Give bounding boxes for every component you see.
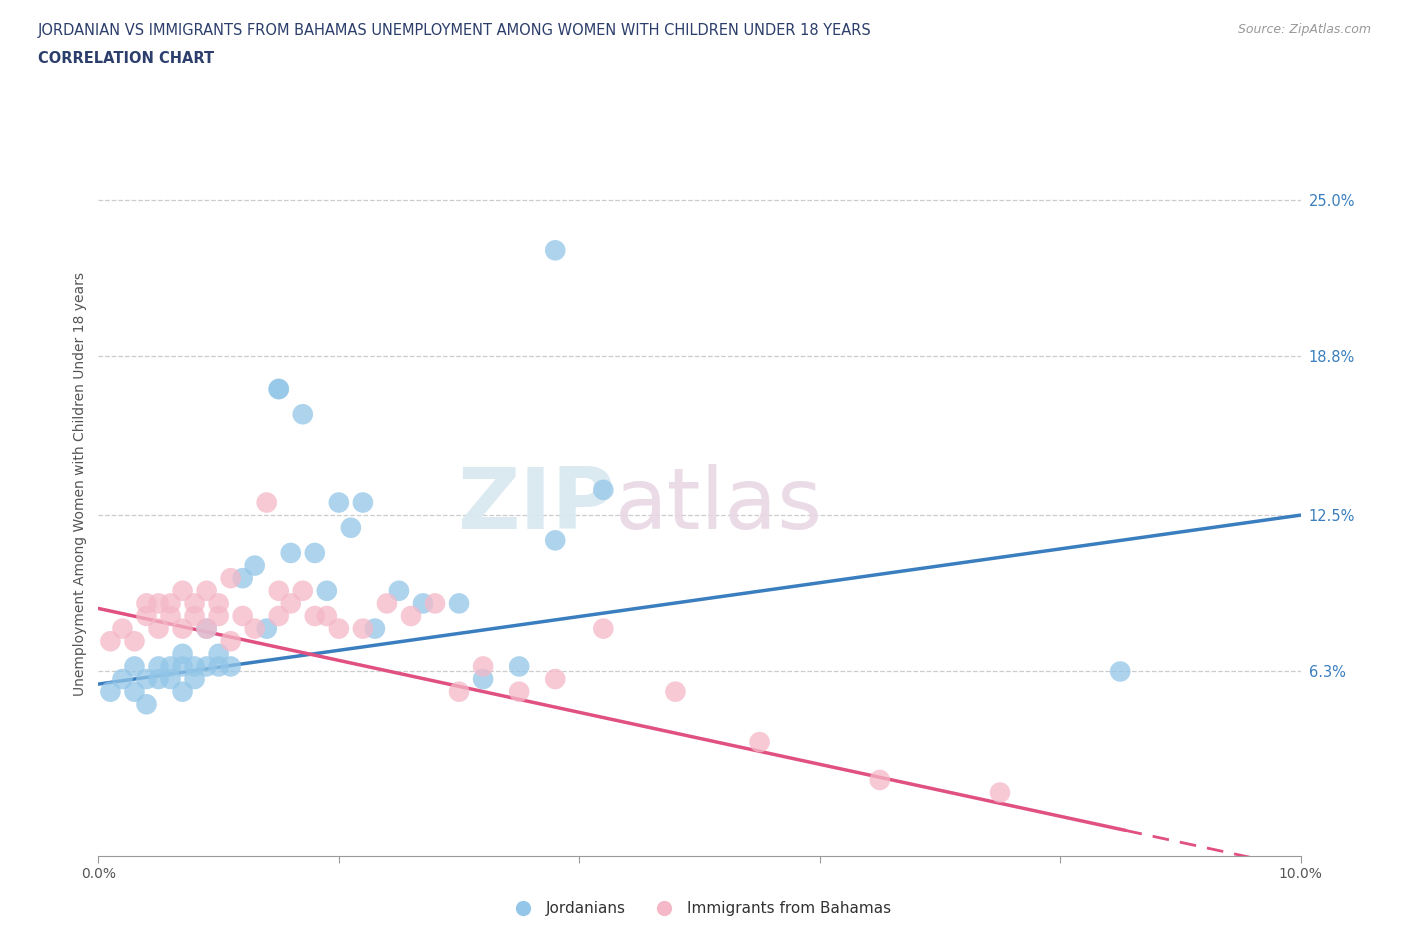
Point <box>183 608 205 623</box>
Point <box>256 621 278 636</box>
Point <box>195 659 218 674</box>
Point <box>159 659 181 674</box>
Text: ZIP: ZIP <box>457 464 616 548</box>
Point <box>328 621 350 636</box>
Point <box>267 608 290 623</box>
Point <box>183 659 205 674</box>
Point <box>219 659 242 674</box>
Point <box>267 381 290 396</box>
Point <box>219 633 242 648</box>
Point <box>124 684 146 699</box>
Point <box>472 659 495 674</box>
Point <box>304 608 326 623</box>
Point <box>544 243 567 258</box>
Point <box>352 621 374 636</box>
Point <box>183 671 205 686</box>
Point <box>375 596 398 611</box>
Point <box>256 495 278 510</box>
Point <box>328 495 350 510</box>
Point <box>135 697 157 711</box>
Point <box>364 621 387 636</box>
Point <box>135 608 157 623</box>
Point <box>208 659 231 674</box>
Point <box>592 483 614 498</box>
Point <box>111 671 134 686</box>
Point <box>340 520 363 535</box>
Point <box>183 596 205 611</box>
Point <box>135 596 157 611</box>
Point <box>195 583 218 598</box>
Point <box>219 571 242 586</box>
Point <box>232 608 254 623</box>
Point <box>291 583 314 598</box>
Point <box>869 773 891 788</box>
Point <box>172 646 194 661</box>
Point <box>148 671 170 686</box>
Point <box>100 684 122 699</box>
Point <box>232 571 254 586</box>
Text: CORRELATION CHART: CORRELATION CHART <box>38 51 214 66</box>
Point <box>447 596 470 611</box>
Point <box>124 659 146 674</box>
Point <box>592 621 614 636</box>
Point <box>208 608 231 623</box>
Point <box>172 583 194 598</box>
Point <box>447 684 470 699</box>
Point <box>412 596 434 611</box>
Point <box>304 546 326 561</box>
Point <box>135 671 157 686</box>
Point <box>748 735 770 750</box>
Point <box>315 608 337 623</box>
Point <box>291 406 314 421</box>
Text: JORDANIAN VS IMMIGRANTS FROM BAHAMAS UNEMPLOYMENT AMONG WOMEN WITH CHILDREN UNDE: JORDANIAN VS IMMIGRANTS FROM BAHAMAS UNE… <box>38 23 872 38</box>
Point <box>315 583 337 598</box>
Point <box>243 621 266 636</box>
Text: Source: ZipAtlas.com: Source: ZipAtlas.com <box>1237 23 1371 36</box>
Point <box>148 659 170 674</box>
Point <box>664 684 686 699</box>
Point <box>124 633 146 648</box>
Point <box>172 684 194 699</box>
Point <box>280 596 302 611</box>
Point <box>208 596 231 611</box>
Text: atlas: atlas <box>616 464 824 548</box>
Point <box>111 621 134 636</box>
Point <box>1109 664 1132 679</box>
Point <box>100 633 122 648</box>
Point <box>159 608 181 623</box>
Legend: Jordanians, Immigrants from Bahamas: Jordanians, Immigrants from Bahamas <box>502 896 897 923</box>
Point <box>388 583 411 598</box>
Point <box>148 596 170 611</box>
Y-axis label: Unemployment Among Women with Children Under 18 years: Unemployment Among Women with Children U… <box>73 272 87 696</box>
Point <box>208 646 231 661</box>
Point <box>988 785 1011 800</box>
Point <box>508 659 530 674</box>
Point <box>352 495 374 510</box>
Point <box>172 659 194 674</box>
Point <box>172 621 194 636</box>
Point <box>508 684 530 699</box>
Point <box>195 621 218 636</box>
Point <box>159 671 181 686</box>
Point <box>195 621 218 636</box>
Point <box>280 546 302 561</box>
Point <box>267 583 290 598</box>
Point <box>243 558 266 573</box>
Point <box>159 596 181 611</box>
Point <box>472 671 495 686</box>
Point <box>267 381 290 396</box>
Point <box>148 621 170 636</box>
Point <box>544 533 567 548</box>
Point <box>544 671 567 686</box>
Point <box>399 608 422 623</box>
Point <box>423 596 446 611</box>
